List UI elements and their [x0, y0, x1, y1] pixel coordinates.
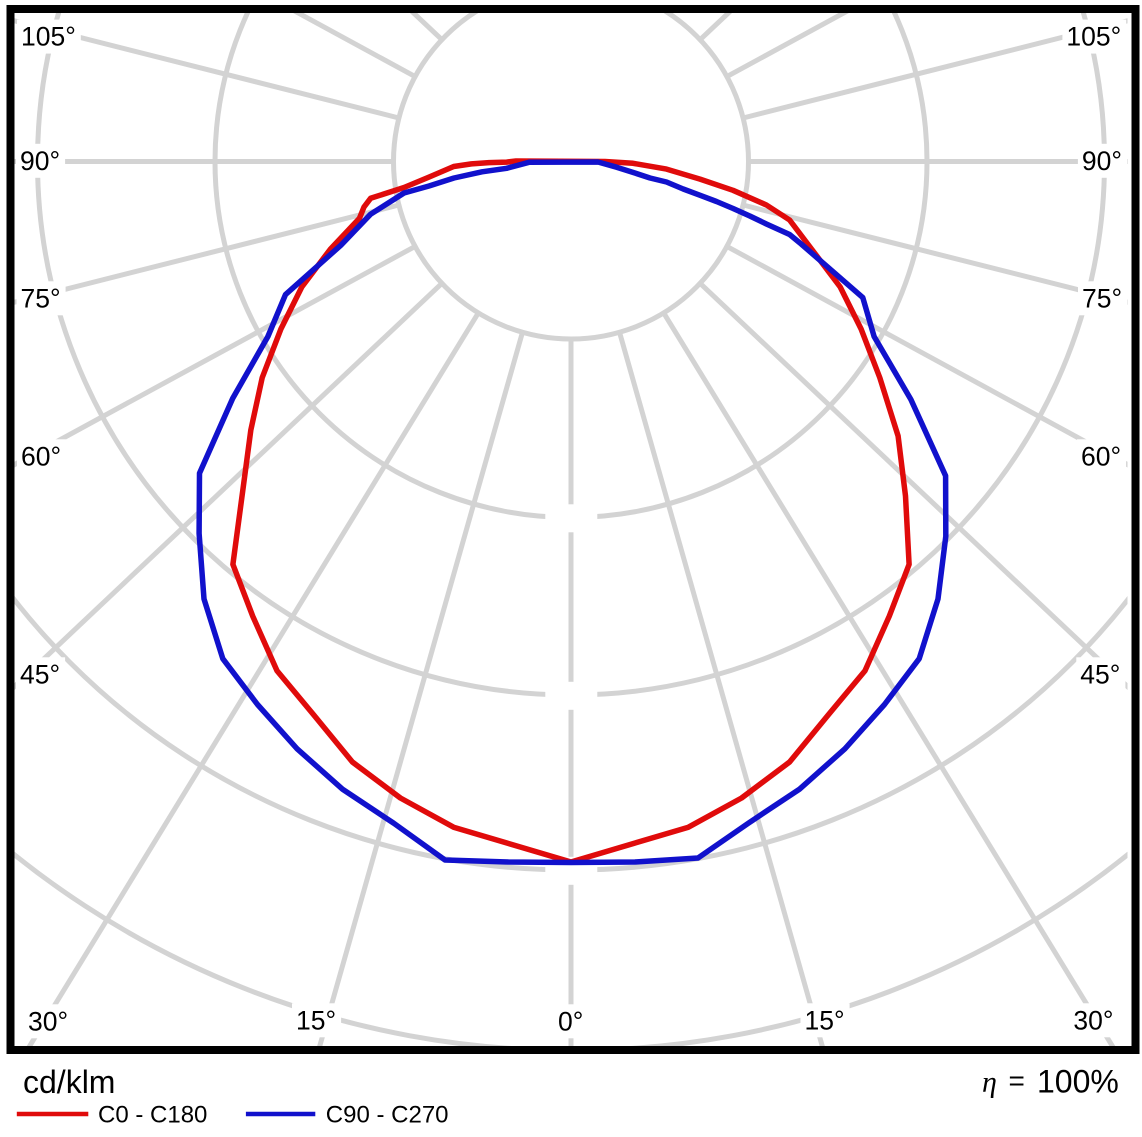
svg-text:0°: 0° [558, 1006, 583, 1036]
svg-text:75°: 75° [1082, 283, 1122, 313]
svg-text:105°: 105° [21, 22, 76, 52]
svg-text:15°: 15° [296, 1005, 336, 1035]
svg-text:60°: 60° [1081, 441, 1121, 471]
svg-text:cd/klm: cd/klm [23, 1064, 115, 1100]
svg-text:30°: 30° [1073, 1005, 1113, 1035]
svg-text:30°: 30° [28, 1006, 68, 1036]
svg-text:90°: 90° [20, 146, 60, 176]
svg-text:C90 - C270: C90 - C270 [326, 1102, 449, 1129]
svg-text:=: = [1009, 1065, 1025, 1096]
svg-text:90°: 90° [1082, 146, 1122, 176]
svg-text:45°: 45° [20, 659, 60, 689]
svg-text:15°: 15° [805, 1005, 845, 1035]
svg-text:C0 - C180: C0 - C180 [98, 1102, 207, 1129]
svg-text:75°: 75° [21, 283, 61, 313]
svg-text:60°: 60° [21, 441, 61, 471]
svg-text:45°: 45° [1080, 659, 1120, 689]
svg-text:η: η [982, 1066, 997, 1099]
svg-text:105°: 105° [1066, 22, 1121, 52]
svg-text:100%: 100% [1037, 1064, 1119, 1100]
